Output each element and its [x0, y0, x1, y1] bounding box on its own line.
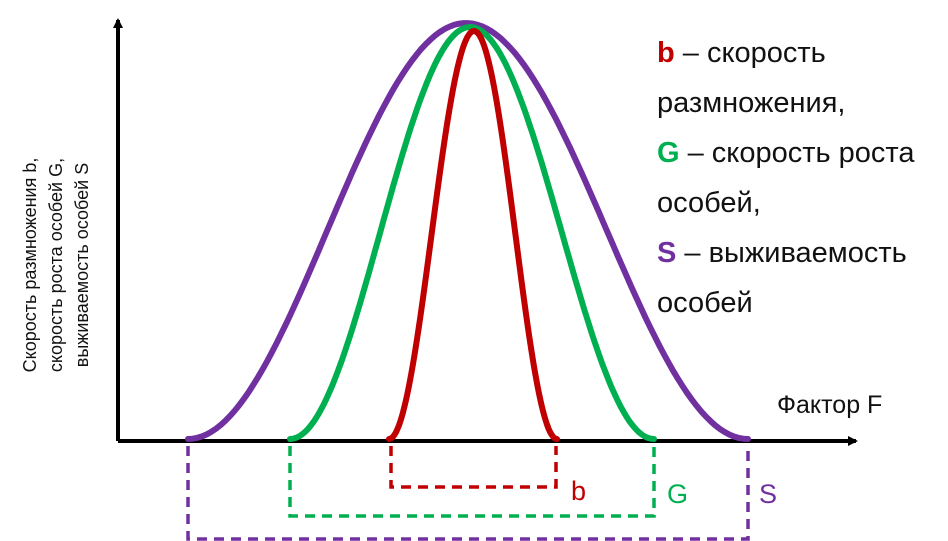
legend-text-b-1: – скорость	[682, 37, 826, 69]
range-bracket-s	[186, 446, 750, 541]
range-label-b: b	[571, 476, 586, 506]
curve-b	[386, 27, 560, 442]
legend-key-s: S	[657, 237, 677, 269]
range-bracket-b	[389, 446, 558, 489]
legend-g-line-2: особей,	[657, 187, 761, 219]
legend-g-line-1: G – скорость роста	[657, 128, 948, 178]
y-axis-label: Скорость размножения b, скорость роста о…	[20, 158, 92, 373]
legend-key-b: b	[657, 37, 675, 69]
range-label-s: S	[759, 479, 777, 509]
y-axis-label-line-3: выживаемость особей S	[72, 163, 92, 367]
x-axis-label: Фактор F	[777, 391, 882, 419]
legend-s-line-1: S – выживаемость	[657, 228, 948, 278]
range-label-g: G	[667, 479, 688, 509]
y-axis-label-line-2: скорость роста особей G,	[46, 158, 66, 372]
range-bracket-g	[288, 446, 656, 518]
legend-key-g: G	[657, 137, 680, 169]
legend-text-g-1: – скорость роста	[687, 137, 915, 169]
legend-b-line-2: размножения,	[657, 87, 846, 119]
curve-g	[287, 23, 657, 442]
legend: b – скорость размножения, G – скорость р…	[657, 28, 948, 328]
y-axis-label-line-1: Скорость размножения b,	[20, 158, 40, 373]
legend-text-s-1: – выживаемость	[684, 237, 907, 269]
legend-s-line-2: особей	[657, 287, 753, 319]
curve-s	[185, 20, 751, 442]
legend-b-line-1: b – скорость	[657, 28, 948, 78]
